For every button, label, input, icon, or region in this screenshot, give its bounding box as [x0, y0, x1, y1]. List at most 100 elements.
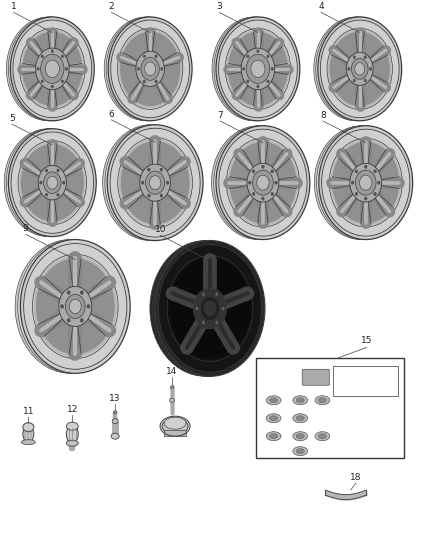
Polygon shape	[28, 191, 50, 221]
Ellipse shape	[140, 164, 170, 201]
Ellipse shape	[257, 175, 269, 190]
Polygon shape	[64, 47, 82, 66]
Ellipse shape	[150, 240, 260, 376]
Ellipse shape	[293, 447, 307, 456]
Ellipse shape	[243, 68, 245, 70]
Bar	[256, 358, 404, 458]
Polygon shape	[23, 47, 41, 66]
Polygon shape	[241, 32, 255, 54]
Ellipse shape	[318, 17, 402, 121]
Ellipse shape	[119, 139, 191, 227]
Polygon shape	[212, 261, 245, 302]
Ellipse shape	[104, 17, 188, 121]
Ellipse shape	[143, 80, 145, 83]
Ellipse shape	[271, 68, 273, 70]
Ellipse shape	[351, 59, 368, 79]
Polygon shape	[228, 47, 247, 66]
Ellipse shape	[11, 17, 94, 121]
Ellipse shape	[212, 126, 305, 239]
Ellipse shape	[215, 293, 218, 296]
Ellipse shape	[149, 176, 161, 190]
Polygon shape	[269, 72, 288, 90]
Ellipse shape	[293, 432, 307, 441]
Text: 13: 13	[110, 394, 121, 403]
Ellipse shape	[23, 426, 34, 442]
Ellipse shape	[15, 239, 125, 373]
Bar	[333, 366, 398, 396]
Ellipse shape	[67, 290, 70, 294]
Ellipse shape	[378, 181, 380, 184]
Ellipse shape	[226, 138, 300, 227]
Polygon shape	[62, 169, 84, 196]
Ellipse shape	[216, 17, 300, 121]
Polygon shape	[337, 32, 358, 61]
Polygon shape	[158, 64, 180, 95]
Ellipse shape	[111, 20, 190, 118]
Ellipse shape	[266, 432, 281, 441]
Polygon shape	[219, 302, 249, 342]
Polygon shape	[337, 77, 358, 106]
Polygon shape	[157, 191, 181, 223]
Ellipse shape	[364, 56, 366, 59]
Ellipse shape	[261, 165, 264, 168]
Polygon shape	[193, 321, 227, 357]
Polygon shape	[273, 159, 296, 180]
Ellipse shape	[321, 129, 410, 236]
Ellipse shape	[65, 294, 85, 318]
Ellipse shape	[293, 396, 307, 405]
Polygon shape	[78, 316, 106, 354]
Ellipse shape	[270, 416, 278, 421]
Text: 1: 1	[11, 2, 17, 11]
Ellipse shape	[296, 449, 304, 454]
Ellipse shape	[110, 128, 200, 237]
Ellipse shape	[318, 434, 326, 439]
Polygon shape	[45, 316, 73, 354]
Ellipse shape	[296, 398, 304, 403]
Polygon shape	[228, 72, 247, 90]
Ellipse shape	[19, 142, 85, 223]
Ellipse shape	[270, 398, 278, 403]
Ellipse shape	[102, 125, 198, 240]
Polygon shape	[269, 47, 288, 66]
Polygon shape	[35, 83, 50, 106]
Polygon shape	[54, 144, 77, 174]
Polygon shape	[45, 259, 73, 297]
Ellipse shape	[251, 60, 265, 78]
Ellipse shape	[113, 411, 117, 414]
Ellipse shape	[45, 60, 60, 78]
Polygon shape	[346, 195, 364, 223]
Ellipse shape	[51, 50, 53, 53]
Ellipse shape	[246, 54, 270, 83]
Ellipse shape	[61, 55, 64, 58]
Ellipse shape	[117, 28, 183, 109]
Text: 12: 12	[67, 405, 78, 414]
Ellipse shape	[214, 126, 307, 239]
Ellipse shape	[57, 193, 59, 196]
Ellipse shape	[43, 172, 61, 193]
Text: 2: 2	[109, 2, 114, 11]
Ellipse shape	[23, 423, 34, 432]
Ellipse shape	[370, 68, 372, 70]
Ellipse shape	[355, 170, 376, 195]
Text: 14: 14	[166, 367, 178, 376]
Polygon shape	[376, 185, 399, 206]
Text: 15: 15	[361, 336, 372, 345]
Text: 4: 4	[318, 2, 324, 11]
Polygon shape	[361, 77, 383, 106]
Ellipse shape	[252, 170, 255, 173]
Ellipse shape	[194, 288, 226, 329]
Ellipse shape	[348, 68, 350, 70]
Ellipse shape	[159, 245, 261, 372]
Ellipse shape	[60, 304, 64, 308]
Ellipse shape	[61, 80, 64, 83]
Bar	[164, 430, 186, 436]
Ellipse shape	[200, 296, 220, 321]
Ellipse shape	[204, 301, 216, 316]
Ellipse shape	[57, 169, 59, 172]
Ellipse shape	[164, 417, 186, 429]
Polygon shape	[35, 32, 50, 54]
Polygon shape	[21, 169, 42, 196]
Polygon shape	[55, 83, 70, 106]
Ellipse shape	[247, 163, 279, 202]
Ellipse shape	[253, 170, 273, 195]
